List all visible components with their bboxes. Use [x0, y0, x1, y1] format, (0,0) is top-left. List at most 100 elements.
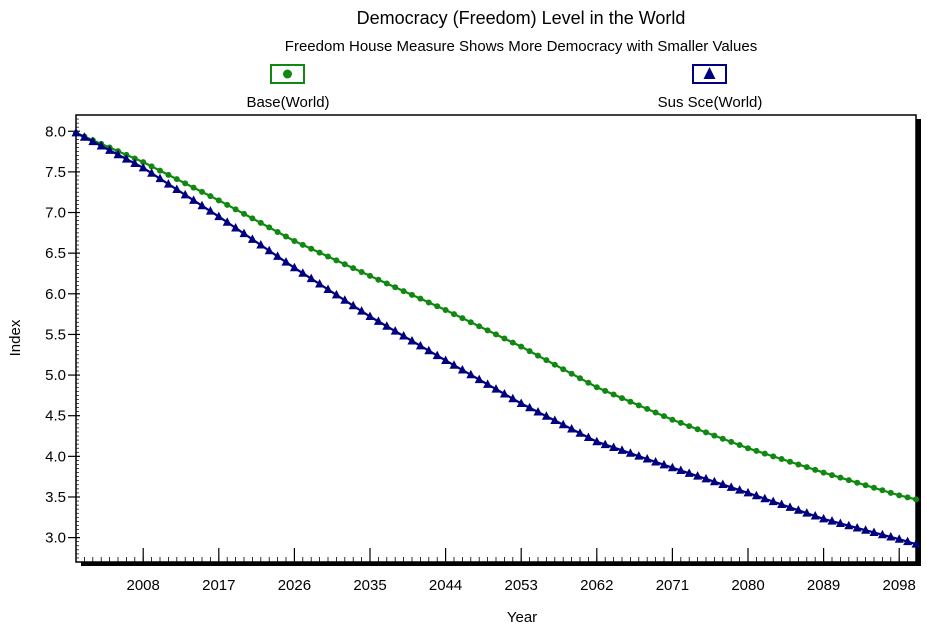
- series-point-0: [913, 496, 919, 503]
- series-point-0: [845, 477, 852, 484]
- series-point-1: [886, 531, 896, 541]
- series-point-1: [390, 326, 400, 335]
- series-point-0: [207, 193, 214, 200]
- series-point-0: [854, 479, 861, 486]
- series-point-1: [760, 493, 770, 503]
- series-point-1: [281, 257, 291, 266]
- series-point-1: [634, 451, 644, 460]
- series-point-1: [667, 462, 677, 472]
- series-point-1: [617, 445, 627, 454]
- x-tick-label-8: 2080: [731, 577, 764, 594]
- series-point-0: [400, 288, 407, 295]
- series-point-0: [551, 361, 558, 368]
- series-point-0: [728, 438, 735, 445]
- legend-label-sus-sce: Sus Sce(World): [658, 94, 763, 111]
- series-point-1: [684, 468, 694, 477]
- series-point-0: [661, 413, 667, 420]
- series-point-0: [518, 343, 525, 350]
- y-tick-label-8: 7.0: [45, 205, 66, 222]
- series-point-0: [257, 219, 264, 226]
- series-point-1: [147, 168, 157, 177]
- series-point-1: [180, 189, 190, 199]
- series-point-0: [182, 180, 189, 187]
- series-point-1: [709, 476, 719, 486]
- series-point-1: [424, 345, 434, 355]
- series-point-1: [306, 273, 316, 283]
- series-point-1: [609, 442, 619, 451]
- series-point-1: [348, 300, 358, 310]
- series-point-1: [525, 402, 535, 412]
- series-point-0: [434, 303, 441, 310]
- y-tick-label-10: 8.0: [45, 123, 66, 140]
- x-tick-label-4: 2044: [429, 577, 462, 594]
- y-tick-label-1: 3.5: [45, 489, 66, 506]
- x-tick-label-9: 2089: [807, 577, 840, 594]
- series-point-1: [659, 459, 669, 469]
- series-point-0: [577, 375, 583, 382]
- series-point-0: [392, 284, 399, 291]
- series-point-0: [442, 307, 449, 314]
- series-point-1: [541, 411, 551, 420]
- series-point-1: [567, 423, 577, 433]
- x-tick-label-6: 2062: [580, 577, 613, 594]
- series-point-1: [844, 520, 854, 530]
- series-point-1: [768, 496, 778, 506]
- series-point-0: [871, 484, 877, 491]
- series-point-0: [812, 466, 819, 473]
- series-point-0: [627, 398, 634, 405]
- series-point-1: [693, 471, 703, 480]
- series-point-1: [449, 360, 459, 369]
- series-point-0: [459, 315, 466, 322]
- series-point-1: [189, 195, 199, 204]
- series-point-1: [802, 508, 812, 517]
- series-point-1: [600, 439, 610, 449]
- series-point-1: [331, 289, 341, 299]
- series-point-0: [375, 276, 382, 283]
- legend-marker-base: [283, 69, 292, 79]
- series-point-1: [785, 502, 795, 511]
- series-point-1: [214, 211, 224, 221]
- series-point-0: [165, 171, 172, 178]
- series-point-1: [264, 245, 274, 255]
- series-point-1: [407, 335, 417, 345]
- series-point-1: [155, 173, 165, 183]
- series-point-1: [247, 234, 257, 243]
- series-point-0: [451, 311, 457, 318]
- series-point-0: [241, 210, 247, 217]
- series-point-0: [190, 184, 197, 191]
- series-point-0: [291, 237, 298, 244]
- series-point-0: [274, 228, 281, 235]
- series-point-0: [879, 487, 886, 494]
- series-point-0: [753, 447, 760, 454]
- series-point-0: [409, 291, 415, 298]
- series-point-0: [316, 249, 323, 256]
- series-point-0: [619, 395, 625, 402]
- series-point-1: [852, 522, 862, 532]
- series-point-1: [365, 311, 375, 321]
- y-tick-label-3: 4.5: [45, 408, 66, 425]
- chart-subtitle: Freedom House Measure Shows More Democra…: [285, 38, 757, 55]
- series-point-0: [795, 461, 802, 468]
- series-point-1: [751, 490, 761, 500]
- series-point-0: [770, 453, 777, 460]
- series-point-1: [441, 355, 451, 364]
- series-point-1: [777, 499, 787, 508]
- series-point-1: [651, 456, 661, 466]
- legend-item-base: Base(World): [246, 64, 330, 111]
- series-point-1: [676, 465, 686, 475]
- legend-marker-sus-sce: [703, 67, 716, 79]
- series-point-0: [425, 299, 432, 306]
- series-point-1: [592, 436, 602, 446]
- series-point-0: [509, 339, 516, 346]
- series-point-1: [550, 415, 560, 424]
- series-point-1: [130, 158, 140, 167]
- x-axis: 2008 2017 2026 2035 2044 2053 2062 2071 2080 2089…: [84, 548, 916, 594]
- series-point-0: [719, 435, 726, 442]
- series-point-1: [239, 228, 249, 238]
- series-point-0: [644, 405, 651, 412]
- series-point-0: [778, 456, 785, 463]
- series-point-1: [298, 268, 308, 277]
- series-point-0: [711, 432, 718, 439]
- series-point-1: [373, 316, 383, 325]
